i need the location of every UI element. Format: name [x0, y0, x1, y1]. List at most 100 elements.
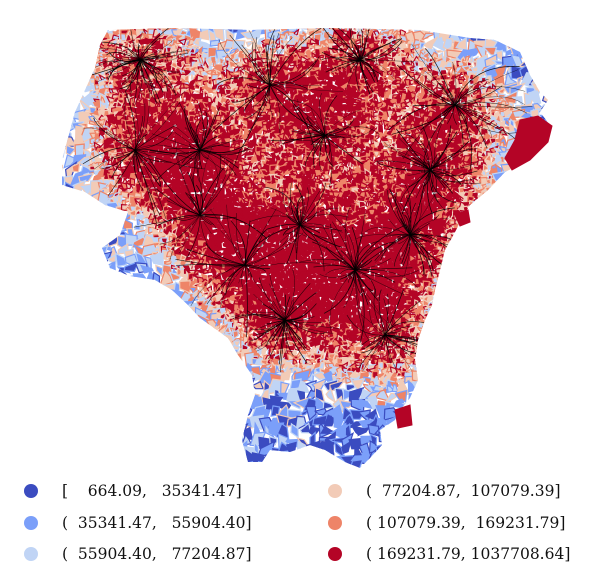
census-tract [461, 235, 472, 245]
census-tract [466, 223, 477, 229]
census-tract [398, 41, 408, 50]
census-tract [532, 262, 545, 274]
census-tract [62, 229, 68, 244]
census-tract [152, 28, 160, 29]
census-tract [515, 206, 522, 225]
census-tract [350, 20, 357, 26]
census-tract [446, 258, 455, 266]
census-tract [461, 28, 472, 35]
census-tract [527, 188, 543, 205]
census-tract [544, 101, 552, 113]
census-tract [492, 245, 505, 256]
census-tract [542, 86, 552, 99]
census-tract [548, 136, 552, 148]
census-tract [375, 21, 380, 27]
census-tract [505, 227, 518, 242]
census-tract [63, 99, 77, 113]
census-tract [461, 229, 471, 235]
census-tract [379, 23, 385, 27]
census-tract [528, 41, 541, 51]
census-tract [428, 28, 441, 33]
census-tract [453, 253, 462, 264]
census-tract [485, 28, 495, 37]
census-tract [64, 63, 79, 80]
census-tract [502, 264, 517, 277]
census-tract [62, 77, 70, 90]
census-tract [77, 218, 89, 235]
census-tract [87, 248, 102, 261]
census-tract [347, 28, 355, 29]
census-tract [398, 48, 406, 55]
census-tract [118, 92, 124, 100]
census-tract [480, 28, 489, 35]
census-tract [72, 270, 85, 286]
census-tract [86, 263, 103, 279]
census-tract [108, 217, 117, 233]
census-tract [279, 204, 286, 212]
census-tract [469, 204, 476, 214]
census-tract [480, 196, 490, 204]
census-tract [459, 250, 466, 256]
census-tract [527, 28, 545, 44]
census-tract [440, 268, 449, 277]
census-tract [71, 99, 81, 113]
census-tract [451, 249, 458, 258]
census-tract [518, 176, 534, 188]
census-tract [444, 264, 454, 272]
census-tract [522, 209, 535, 224]
census-tract [549, 253, 552, 266]
census-tract [556, 51, 572, 56]
census-tract [62, 260, 67, 277]
census-tract [501, 28, 519, 45]
census-tract [95, 272, 110, 284]
census-tract [511, 243, 527, 255]
census-tract [476, 233, 488, 249]
census-tract [457, 254, 467, 263]
census-tract [537, 55, 552, 67]
census-tract [549, 44, 552, 64]
census-tract [482, 207, 500, 224]
census-tract [206, 267, 213, 273]
census-tract [115, 152, 124, 156]
census-tract [366, 28, 372, 30]
census-tract [521, 35, 533, 54]
census-tract [241, 28, 254, 29]
census-tract [545, 39, 552, 53]
census-tract [337, 21, 344, 27]
census-tract [478, 253, 487, 270]
census-tract [462, 224, 472, 232]
census-tract [125, 28, 133, 29]
census-tract [139, 44, 147, 50]
census-tract [466, 240, 475, 250]
census-tract [372, 195, 380, 202]
census-tract [75, 83, 83, 97]
census-tract [77, 29, 89, 45]
census-tract [461, 244, 472, 254]
census-tract [118, 23, 123, 27]
census-tract [488, 243, 498, 257]
census-tract [79, 198, 96, 211]
census-tract [134, 28, 142, 30]
census-tract [224, 138, 231, 143]
census-tract [551, 53, 552, 71]
census-tract [460, 259, 467, 267]
census-tract [221, 271, 227, 282]
census-tract [81, 229, 94, 243]
census-tract [459, 261, 472, 278]
census-tract [527, 48, 544, 59]
census-tract [387, 74, 394, 82]
census-tract [223, 191, 233, 198]
census-tract [414, 44, 420, 50]
census-tract [62, 189, 76, 206]
census-tract [62, 56, 72, 67]
census-tract [69, 65, 82, 78]
census-tract [79, 57, 92, 68]
census-tract [62, 62, 69, 75]
census-tract [131, 28, 136, 29]
census-tract [546, 199, 552, 209]
census-tract [105, 224, 118, 240]
census-tract [547, 83, 552, 99]
census-tract [540, 238, 552, 251]
census-tract [448, 28, 465, 34]
census-tract [532, 234, 544, 249]
